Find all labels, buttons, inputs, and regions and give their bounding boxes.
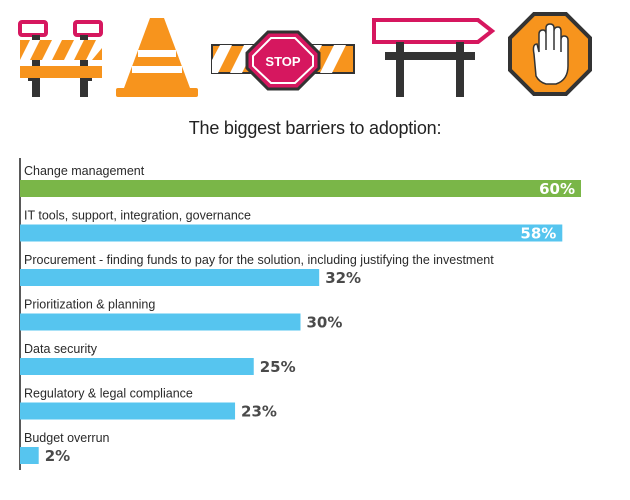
traffic-cone-icon	[116, 18, 198, 97]
chart-title: The biggest barriers to adoption:	[188, 118, 442, 138]
value-label: 25%	[260, 358, 296, 376]
value-label: 32%	[325, 269, 361, 287]
category-label: Budget overrun	[24, 431, 110, 445]
road-sign-icon	[372, 18, 496, 97]
category-label: IT tools, support, integration, governan…	[24, 209, 251, 223]
category-label: Procurement - finding funds to pay for t…	[24, 253, 494, 267]
bar	[20, 180, 581, 197]
value-label: 2%	[45, 447, 70, 465]
value-label: 23%	[241, 403, 277, 421]
bar	[20, 224, 563, 242]
barricade-icon	[18, 20, 103, 97]
stop-sign-text: STOP	[265, 54, 300, 69]
value-label: 30%	[307, 314, 343, 332]
category-label: Regulatory & legal compliance	[24, 387, 193, 401]
category-label: Prioritization & planning	[24, 298, 155, 312]
bar	[20, 313, 301, 331]
bar	[20, 402, 236, 420]
icon-strip: STOP	[0, 0, 630, 110]
bar	[20, 358, 254, 375]
category-label: Data security	[24, 342, 98, 356]
category-label: Change management	[24, 164, 145, 178]
stop-hand-icon	[508, 12, 592, 96]
bar	[20, 269, 320, 286]
value-label: 60%	[539, 180, 575, 198]
value-label: 58%	[520, 225, 556, 243]
bar-chart: Change management 60% IT tools, support, i…	[0, 150, 630, 480]
stop-barrier-icon: STOP	[211, 30, 355, 91]
bar	[20, 447, 39, 464]
